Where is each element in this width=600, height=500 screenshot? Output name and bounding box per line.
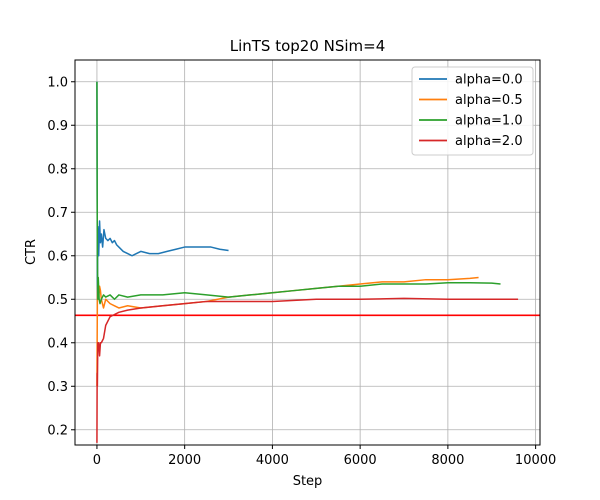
- x-tick-label: 2000: [168, 453, 201, 468]
- series-line-alpha-1-0: [96, 81, 501, 305]
- y-axis-label: CTR: [24, 239, 39, 265]
- legend-label: alpha=1.0: [455, 114, 523, 129]
- x-axis-ticks: 0 2000 4000 6000 8000 10000: [93, 445, 556, 468]
- y-tick-label: 0.2: [47, 423, 68, 438]
- y-tick-label: 1.0: [47, 75, 68, 90]
- legend-label: alpha=0.5: [455, 93, 523, 108]
- plot-area-frame: [74, 59, 541, 446]
- y-tick-label: 0.3: [47, 380, 68, 395]
- x-tick-label: 0: [93, 453, 101, 468]
- x-tick-label: 10000: [515, 453, 556, 468]
- legend-label: alpha=2.0: [455, 134, 523, 149]
- y-tick-label: 0.6: [47, 249, 68, 264]
- x-tick-label: 6000: [344, 453, 377, 468]
- y-axis-ticks: 0.2 0.3 0.4 0.5 0.6 0.7 0.8 0.9 1.0: [47, 75, 75, 438]
- y-tick-label: 0.7: [47, 206, 68, 221]
- series-layer: [96, 81, 519, 443]
- legend: alpha=0.0 alpha=0.5 alpha=1.0 alpha=2.0: [411, 66, 534, 156]
- x-tick-label: 8000: [431, 453, 464, 468]
- y-tick-label: 0.9: [47, 119, 68, 134]
- chart-title: LinTS top20 NSim=4: [230, 37, 386, 55]
- x-axis-label: Step: [293, 474, 323, 489]
- legend-box: [411, 66, 534, 156]
- series-line-alpha-0-0: [96, 81, 229, 301]
- legend-label: alpha=0.0: [455, 73, 523, 88]
- x-tick-label: 4000: [256, 453, 289, 468]
- y-tick-label: 0.5: [47, 293, 68, 308]
- y-tick-label: 0.8: [47, 162, 68, 177]
- series-line-alpha-2-0: [96, 297, 519, 443]
- y-tick-label: 0.4: [47, 336, 68, 351]
